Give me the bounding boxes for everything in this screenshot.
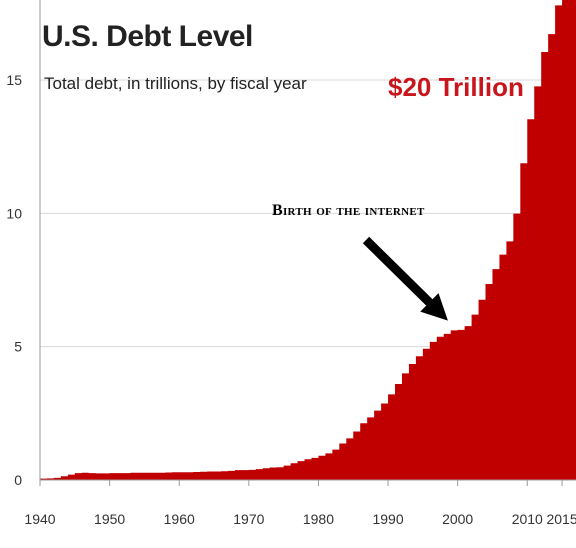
y-tick-label-0: 0 (14, 472, 22, 488)
arrow-shaft (362, 236, 433, 306)
debt-area (40, 0, 576, 480)
x-tick-label-8: 2015 (546, 511, 576, 527)
chart-subtitle: Total debt, in trillions, by fiscal year (44, 74, 307, 93)
y-tick-label-3: 15 (6, 72, 22, 88)
debt-series-area (40, 0, 576, 480)
total-debt-callout: $20 Trillion (388, 72, 524, 102)
y-tick-label-2: 10 (6, 205, 22, 221)
axes (39, 0, 576, 481)
x-tick-label-6: 2000 (442, 511, 473, 527)
y-tick-label-1: 5 (14, 339, 22, 355)
x-tick-label-7: 2010 (512, 511, 543, 527)
x-tick-label-0: 1940 (24, 511, 55, 527)
x-tick-label-2: 1960 (164, 511, 195, 527)
y-tick-labels: 0 5 10 15 (6, 72, 22, 488)
internet-annotation: Birth of the internet (272, 202, 425, 219)
x-tick-label-3: 1970 (233, 511, 264, 527)
x-tick-label-1: 1950 (94, 511, 125, 527)
arrow-icon (362, 236, 448, 321)
x-tick-label-5: 1990 (372, 511, 403, 527)
arrow-head (420, 293, 448, 321)
chart-title: U.S. Debt Level (42, 20, 253, 53)
x-tick-label-4: 1980 (303, 511, 334, 527)
x-tick-labels: 1940 1950 1960 1970 1980 1990 2000 2010 2015 (24, 480, 576, 527)
